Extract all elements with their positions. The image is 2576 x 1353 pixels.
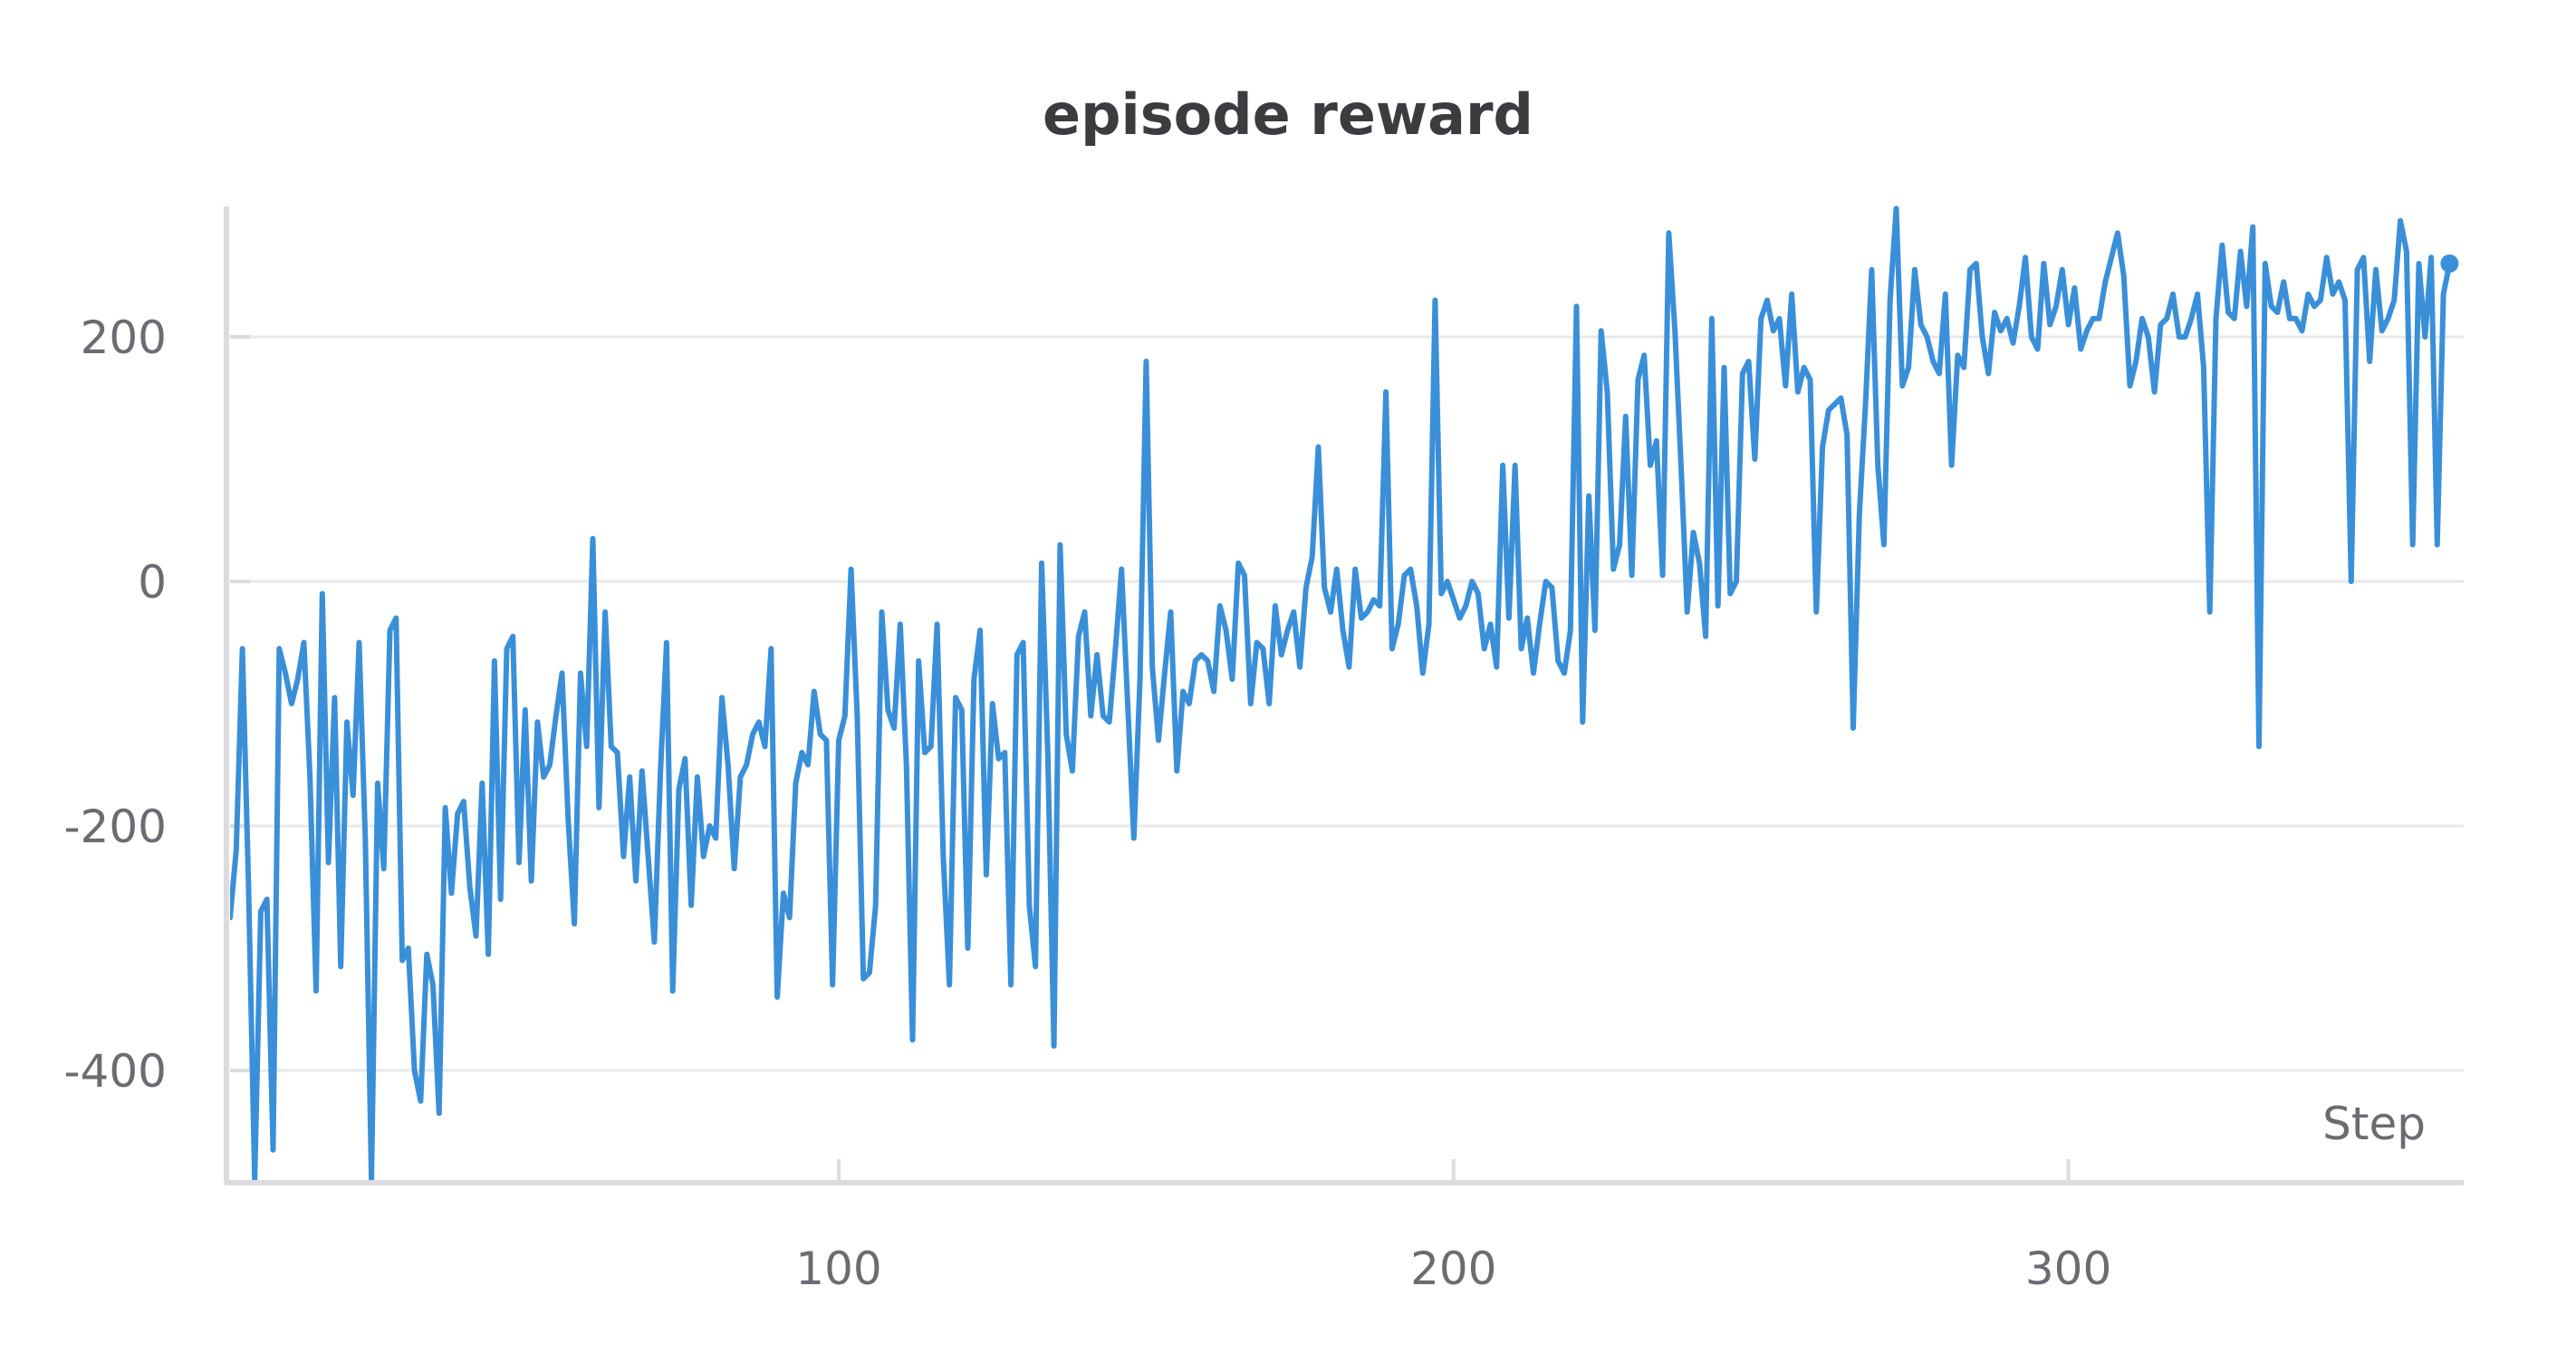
series-lines: [230, 206, 2459, 1180]
tick-labels: 100 200 300 -400 -200 0 200: [64, 312, 2112, 1295]
grid-lines: [230, 335, 2464, 1072]
series-end-point: [2440, 254, 2459, 273]
series-line: [230, 206, 2453, 1180]
x-axis-label: Step: [2322, 1098, 2426, 1150]
y-tick-label: 200: [81, 312, 167, 364]
chart-title: episode reward: [1043, 82, 1533, 148]
x-tick-label: 100: [795, 1243, 881, 1295]
axes: [224, 206, 2464, 1185]
y-tick-label: -200: [64, 801, 167, 853]
x-tick-label: 200: [1410, 1243, 1496, 1295]
x-tick-label: 300: [2025, 1243, 2111, 1295]
y-tick-label: -400: [64, 1045, 167, 1098]
y-tick-label: 0: [138, 556, 167, 609]
